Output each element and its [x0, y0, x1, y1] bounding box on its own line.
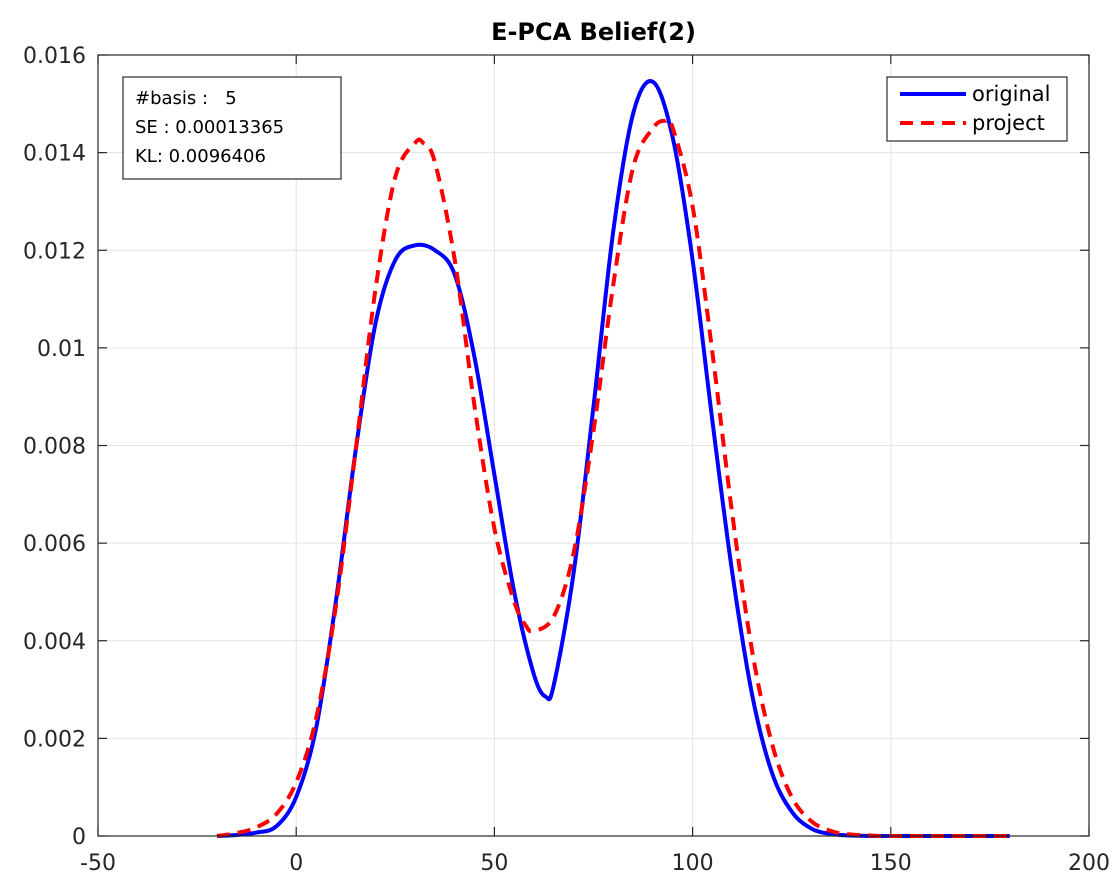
series-original-line [216, 79, 1010, 839]
legend-frame [886, 76, 1068, 142]
annotation-se: SE : 0.00013365 [135, 117, 284, 138]
y-tick-label: 0.016 [23, 44, 86, 69]
annotation-frame [122, 76, 342, 180]
x-tick-label: 100 [672, 851, 714, 876]
x-tick-label: -50 [80, 851, 116, 876]
x-tick-label: 0 [289, 851, 303, 876]
y-tick-label: 0.01 [37, 337, 86, 362]
y-tick-label: 0.002 [23, 727, 86, 752]
legend-label-original: original [972, 82, 1051, 106]
annotation-kl: KL: 0.0096406 [135, 146, 266, 167]
annotation-basis: #basis : 5 [135, 88, 237, 109]
tick-labels: -50 0 50 100 150 20000.0020.0040.0060.0080.01… [23, 44, 1110, 876]
x-tick-label: 150 [870, 851, 912, 876]
y-tick-label: 0.004 [23, 630, 86, 655]
grid [98, 55, 1089, 836]
ticks [97, 54, 1090, 837]
series-layer [216, 79, 1010, 839]
legend: original project [886, 76, 1068, 142]
y-tick-label: 0.014 [23, 142, 86, 167]
legend-label-project: project [972, 111, 1045, 135]
x-tick-label: 200 [1068, 851, 1110, 876]
chart-title: E-PCA Belief(2) [491, 18, 696, 46]
y-tick-label: 0.012 [23, 239, 86, 264]
y-tick-label: 0.008 [23, 435, 86, 460]
series-project-line [216, 117, 1010, 839]
x-tick-label: 50 [480, 851, 508, 876]
y-tick-label: 0.006 [23, 532, 86, 557]
annotation-box: #basis : 5 SE : 0.00013365 KL: 0.0096406 [122, 76, 342, 180]
y-tick-label: 0 [72, 825, 86, 850]
